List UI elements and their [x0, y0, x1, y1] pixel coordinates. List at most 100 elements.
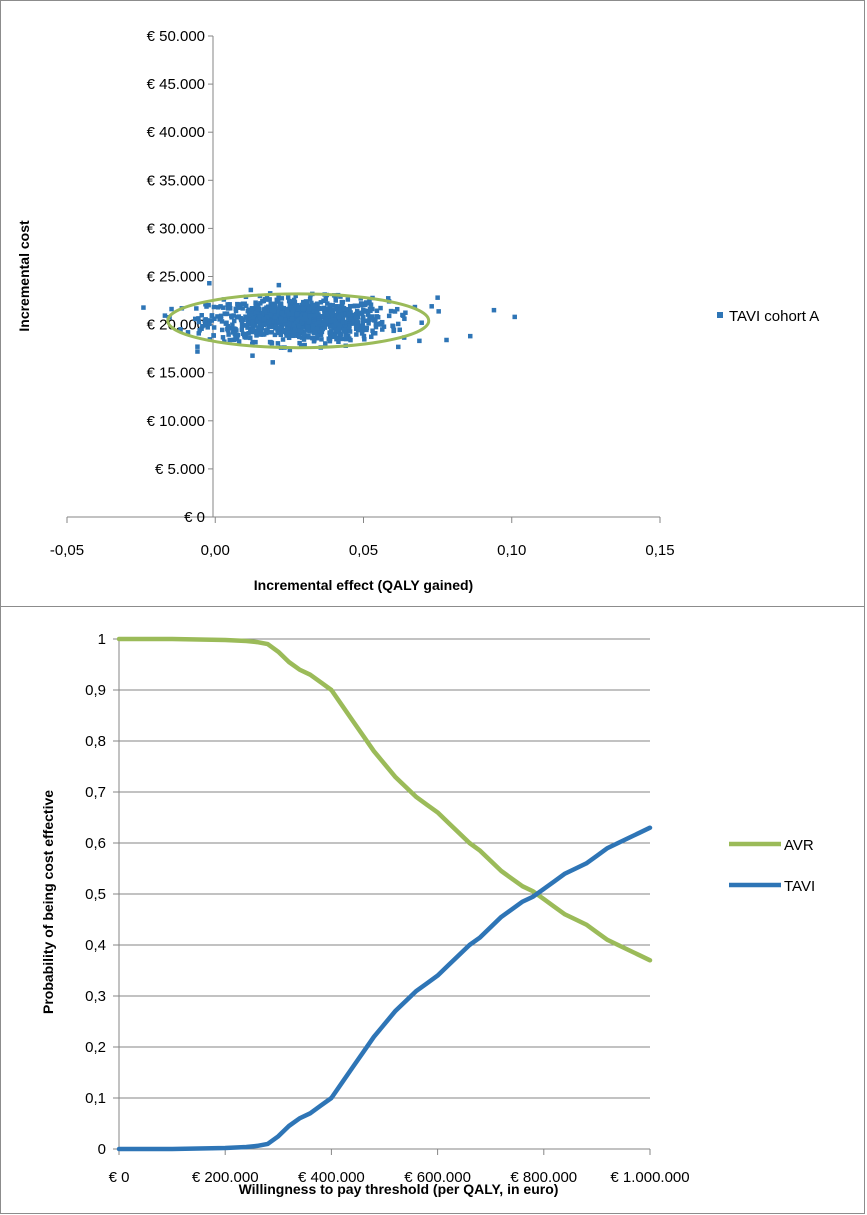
scatter-point [323, 316, 328, 321]
scatter-point [337, 308, 342, 313]
scatter-point [252, 307, 257, 312]
scatter-point [226, 332, 231, 337]
scatter-point [302, 342, 307, 348]
scatter-point [401, 313, 406, 318]
scatter-point [419, 320, 424, 325]
scatter-point [192, 316, 198, 322]
scatter-point [218, 304, 223, 309]
scatter-point [230, 322, 235, 327]
scatter-point [301, 337, 307, 342]
scatter-point [141, 305, 146, 310]
scatter-point [280, 337, 286, 342]
scatter-point [238, 305, 243, 310]
scatter-point [373, 324, 379, 330]
scatter-point [295, 303, 300, 308]
scatter-point [337, 326, 342, 332]
x-tick-label: € 1.000.000 [610, 1169, 689, 1186]
scatter-point [333, 330, 339, 335]
scatter-point [320, 314, 325, 319]
scatter-point [301, 306, 306, 312]
scatter-point [343, 336, 349, 342]
y-tick-label: 0,1 [85, 1090, 106, 1107]
scatter-point [353, 315, 359, 320]
scatter-point [343, 307, 349, 312]
x-tick-label: € 600.000 [404, 1169, 471, 1186]
scatter-point [346, 326, 351, 332]
scatter-point [467, 333, 473, 339]
y-tick-label: 0,7 [85, 784, 106, 801]
scatter-point [258, 326, 263, 332]
legend-label-tavi: TAVI [784, 878, 815, 895]
scatter-point [250, 319, 255, 325]
scatter-point [305, 325, 311, 331]
scatter-point [297, 327, 303, 333]
scatter-point [361, 333, 367, 339]
scatter-point [254, 330, 259, 335]
scatter-point [339, 332, 344, 337]
scatter-point [268, 301, 273, 307]
scatter-point [231, 313, 236, 318]
scatter-point [311, 338, 317, 344]
scatter-point [354, 308, 360, 314]
scatter-point [196, 331, 202, 336]
scatter-point [217, 317, 222, 322]
scatter-point [346, 311, 351, 316]
y-tick-label: € 0 [184, 509, 205, 526]
scatter-point [236, 339, 242, 344]
x-tick-label: € 0 [109, 1169, 130, 1186]
scatter-point [323, 311, 328, 317]
scatter-point [316, 318, 322, 323]
y-tick-label: € 40.000 [147, 124, 205, 141]
scatter-point [278, 301, 284, 306]
scatter-point [276, 282, 282, 288]
y-tick-label: 0 [98, 1141, 106, 1158]
scatter-point [285, 295, 291, 300]
scatter-point [253, 339, 258, 345]
scatter-point [203, 302, 208, 307]
scatter-point [331, 323, 337, 328]
scatter-point [367, 298, 372, 304]
scatter-point [339, 308, 345, 314]
scatter-point [261, 331, 266, 337]
scatter-point [240, 301, 246, 307]
scatter-point [227, 337, 232, 343]
scatter-point [199, 312, 204, 318]
x-tick-label: € 200.000 [192, 1169, 259, 1186]
scatter-point [255, 306, 261, 312]
scatter-points [141, 280, 517, 365]
scatter-point [233, 306, 239, 312]
scatter-point [291, 331, 297, 336]
scatter-point [295, 327, 300, 333]
y-tick-label: 0,9 [85, 682, 106, 699]
y-tick-label: € 35.000 [147, 172, 205, 189]
scatter-point [298, 313, 303, 319]
scatter-point [258, 332, 263, 337]
scatter-point [327, 330, 332, 335]
scatter-point [249, 329, 255, 335]
scatter-point [169, 306, 174, 312]
x-tick-label: 0,15 [645, 542, 674, 559]
scatter-point [264, 314, 270, 320]
scatter-point [491, 307, 497, 313]
scatter-point [390, 324, 396, 329]
scatter-point [274, 297, 280, 303]
scatter-point [248, 335, 253, 341]
scatter-point [391, 328, 396, 334]
scatter-point [364, 300, 369, 305]
scatter-point [362, 302, 368, 308]
scatter-point [194, 306, 199, 311]
scatter-point [259, 315, 264, 321]
scatter-point [264, 294, 270, 299]
scatter-point [224, 320, 229, 326]
x-tick-label: 0,10 [497, 542, 526, 559]
scatter-chart: € 0 € 5.000 € 10.000 € 15.000 € 20.000 € 25.0… [16, 28, 819, 593]
scatter-point [323, 319, 329, 325]
scatter-point [232, 331, 238, 337]
x-tick-label: -0,05 [50, 542, 84, 559]
scatter-point [348, 337, 353, 343]
scatter-point [203, 317, 208, 322]
scatter-point [269, 330, 275, 335]
legend-marker-tavi-cohort-a [717, 312, 723, 318]
scatter-point [261, 322, 267, 328]
scatter-point [403, 310, 408, 315]
